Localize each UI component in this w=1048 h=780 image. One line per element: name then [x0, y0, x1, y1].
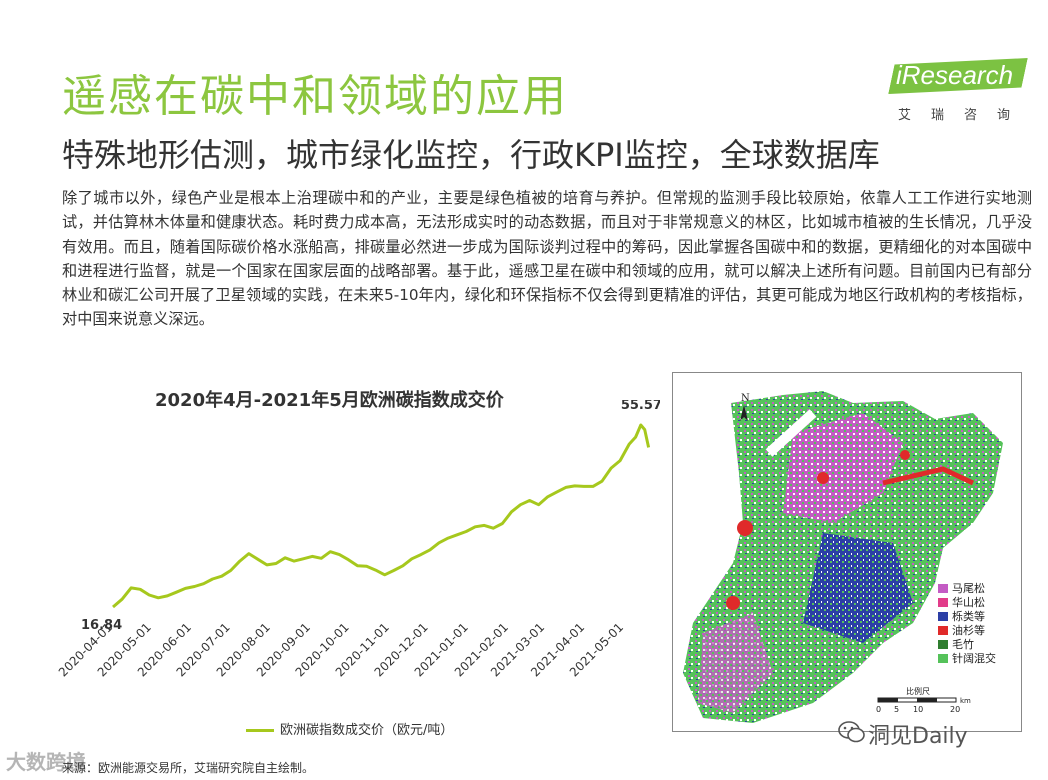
chart-title: 2020年4月-2021年5月欧洲碳指数成交价 [155, 390, 504, 411]
map-region-oak [803, 533, 913, 643]
map-legend-label: 油杉等 [952, 624, 985, 637]
map-legend-item: 油杉等 [938, 624, 996, 638]
map-legend-swatch [938, 584, 948, 593]
page-subtitle: 特殊地形估测，城市绿化监控，行政KPI监控，全球数据库 [62, 136, 880, 174]
map-legend-label: 马尾松 [952, 582, 985, 595]
map-legend-swatch [938, 654, 948, 663]
map-legend-swatch [938, 612, 948, 621]
map-legend: 马尾松 华山松 栎类等 油杉等 毛竹 针阔混交 [938, 582, 996, 666]
map-legend-item: 针阔混交 [938, 652, 996, 666]
scale-tick: 0 [876, 705, 881, 714]
logo-brand: iResearch [896, 60, 1014, 90]
map-graphic: N [683, 391, 1003, 723]
scale-tick: 5 [894, 705, 899, 714]
series-line [112, 423, 651, 609]
scale-tick: 10 [913, 705, 923, 714]
watermark-right: 洞见Daily [868, 724, 968, 749]
data-label-peak: 55.57 [621, 400, 660, 413]
data-label-start: 16.84 [81, 618, 122, 633]
logo-sub: 艾瑞咨询 [898, 108, 1031, 123]
map-region-pine [783, 413, 903, 523]
map-region-sw [698, 613, 773, 713]
map-dot [817, 472, 829, 484]
map-scale-bar: 比例尺 0 5 10 20 km [876, 686, 971, 714]
map-legend-item: 栎类等 [938, 610, 996, 624]
map-legend-item: 马尾松 [938, 582, 996, 596]
scale-tick: 20 [950, 705, 960, 714]
page-title: 遥感在碳中和领域的应用 [62, 71, 568, 122]
map-river [765, 409, 817, 457]
map-legend-item: 毛竹 [938, 638, 996, 652]
map-legend-label: 栎类等 [952, 610, 985, 623]
map-legend-item: 华山松 [938, 596, 996, 610]
map-dot [900, 450, 910, 460]
map-legend-swatch [938, 626, 948, 635]
map-legend-label: 毛竹 [952, 638, 974, 651]
map-legend-label: 针阔混交 [952, 652, 996, 665]
map-dot [726, 596, 740, 610]
watermark-left: 大数跨境 [6, 750, 86, 774]
source-note: 来源：欧洲能源交易所，艾瑞研究院自主绘制。 [62, 761, 315, 775]
map-strip [882, 466, 975, 486]
map-legend-swatch [938, 640, 948, 649]
wechat-icon [838, 721, 865, 743]
legend-swatch [246, 729, 274, 732]
north-arrow: N [740, 393, 750, 421]
forest-map: N [672, 372, 1022, 732]
map-legend-label: 华山松 [952, 596, 985, 609]
body-paragraph: 除了城市以外，绿色产业是根本上治理碳中和的产业，主要是绿色植被的培育与养护。但常… [62, 189, 1032, 329]
map-dot [737, 520, 753, 536]
iresearch-logo: iResearch 艾瑞咨询 [892, 58, 1030, 124]
scale-title: 比例尺 [906, 686, 930, 696]
scale-unit: km [960, 697, 971, 705]
svg-text:N: N [741, 393, 750, 404]
legend-label: 欧洲碳指数成交价（欧元/吨） [280, 723, 454, 738]
chart-legend: 欧洲碳指数成交价（欧元/吨） [246, 719, 453, 738]
map-legend-swatch [938, 598, 948, 607]
